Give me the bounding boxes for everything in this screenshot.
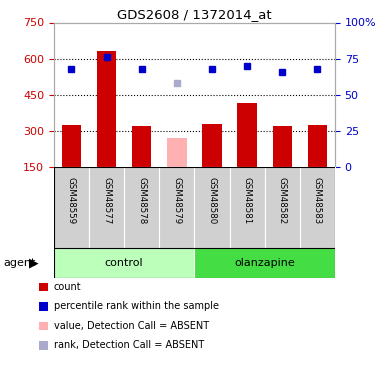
Bar: [124, 167, 159, 248]
Text: GSM48580: GSM48580: [208, 177, 216, 224]
Text: agent: agent: [4, 258, 36, 267]
Bar: [54, 167, 89, 248]
Bar: [54, 248, 194, 278]
Bar: [300, 167, 335, 248]
Bar: [194, 167, 229, 248]
Text: GSM48577: GSM48577: [102, 177, 111, 224]
Bar: [132, 126, 151, 167]
Bar: [62, 125, 81, 167]
Bar: [159, 167, 194, 248]
Bar: [308, 125, 327, 167]
Bar: [203, 123, 222, 167]
Title: GDS2608 / 1372014_at: GDS2608 / 1372014_at: [117, 8, 272, 21]
Text: count: count: [54, 282, 82, 292]
Bar: [97, 51, 116, 167]
Bar: [238, 103, 257, 167]
Bar: [167, 138, 186, 167]
Text: olanzapine: olanzapine: [234, 258, 295, 267]
Text: GSM48581: GSM48581: [243, 177, 252, 224]
Bar: [229, 167, 265, 248]
Bar: [273, 126, 292, 167]
Text: GSM48578: GSM48578: [137, 177, 146, 224]
Text: ▶: ▶: [29, 256, 39, 269]
Text: percentile rank within the sample: percentile rank within the sample: [54, 302, 219, 311]
Bar: [264, 167, 300, 248]
Text: rank, Detection Call = ABSENT: rank, Detection Call = ABSENT: [54, 340, 204, 350]
Text: control: control: [105, 258, 144, 267]
Bar: [194, 248, 335, 278]
Text: GSM48582: GSM48582: [278, 177, 287, 224]
Text: GSM48583: GSM48583: [313, 177, 322, 224]
Text: GSM48559: GSM48559: [67, 177, 76, 224]
Text: GSM48579: GSM48579: [172, 177, 181, 224]
Bar: [89, 167, 124, 248]
Text: value, Detection Call = ABSENT: value, Detection Call = ABSENT: [54, 321, 209, 331]
